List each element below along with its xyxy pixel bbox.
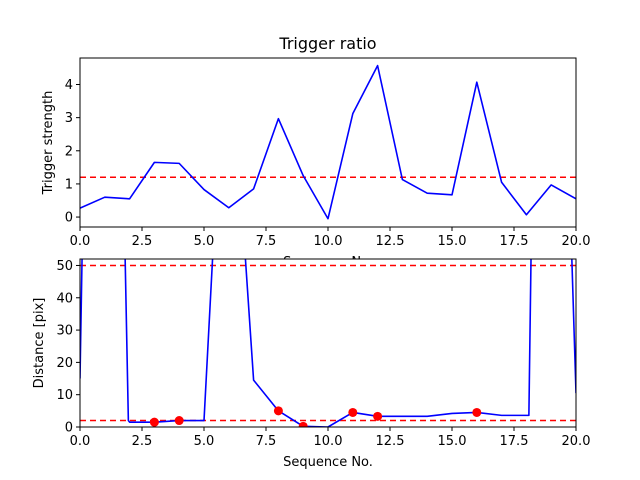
top-chart-x-tick-label-4: 10.0 xyxy=(314,234,343,249)
bottom-chart-data-point-0 xyxy=(149,417,159,427)
top-chart-series-line-0 xyxy=(80,64,576,220)
bottom-chart-y-axis-label: Distance [pix] xyxy=(32,298,47,389)
top-chart-axes: 0.0 2.5 5.0 7.5 10.0 12.5 15.0 17.5 20.0 0 1 2 3 4 xyxy=(65,78,591,249)
top-chart-y-tick-label-0: 0 xyxy=(65,211,73,226)
bottom-chart-x-tick-label-4: 10.0 xyxy=(314,434,343,449)
bottom-chart-x-tick-label-7: 17.5 xyxy=(500,434,529,449)
bottom-chart-data-point-3 xyxy=(298,421,308,427)
top-chart-y-axis-label: Trigger strength xyxy=(41,91,56,196)
bottom-chart-x-tick-label-2: 5.0 xyxy=(194,434,215,449)
bottom-chart-y-tick-label-0: 0 xyxy=(65,421,73,436)
top-chart-x-tick-label-0: 0.0 xyxy=(70,234,91,249)
top-chart-x-tick-label-2: 5.0 xyxy=(194,234,215,249)
top-chart-x-tick-label-3: 7.5 xyxy=(256,234,277,249)
top-chart-x-tick-label-8: 20.0 xyxy=(562,234,591,249)
bottom-chart-x-tick-label-0: 0.0 xyxy=(70,434,91,449)
bottom-chart-background xyxy=(80,259,576,427)
bottom-chart-data-point-5 xyxy=(373,411,383,421)
top-chart-x-tick-label-1: 2.5 xyxy=(132,234,153,249)
bottom-chart-x-tick-label-3: 7.5 xyxy=(256,434,277,449)
top-chart-x-tick-label-7: 17.5 xyxy=(500,234,529,249)
bottom-chart-x-tick-label-8: 20.0 xyxy=(562,434,591,449)
bottom-chart-x-tick-label-1: 2.5 xyxy=(132,434,153,449)
bottom-chart-data-point-1 xyxy=(174,416,184,426)
bottom-chart-x-tick-label-6: 15.0 xyxy=(438,434,467,449)
bottom-chart-x-axis-label: Sequence No. xyxy=(283,455,373,470)
bottom-chart-axes: 0.0 2.5 5.0 7.5 10.0 12.5 15.0 17.5 20.0 0 10 20 30 4… xyxy=(56,259,590,449)
top-chart-title: Trigger ratio xyxy=(278,34,376,53)
bottom-chart-data-point-2 xyxy=(273,406,283,416)
top-chart-y-tick-label-3: 3 xyxy=(65,111,73,126)
top-chart-y-tick-label-1: 1 xyxy=(65,177,73,192)
bottom-chart-y-tick-label-2: 20 xyxy=(56,356,73,371)
top-chart-plot-area xyxy=(80,64,576,220)
bottom-chart-y-tick-label-3: 30 xyxy=(56,324,73,339)
bottom-chart-data-point-4 xyxy=(348,407,358,417)
bottom-chart: 0.0 2.5 5.0 7.5 10.0 12.5 15.0 17.5 20.0 0 10 20 30 4… xyxy=(32,258,590,470)
top-chart-x-tick-label-6: 15.0 xyxy=(438,234,467,249)
top-chart-y-tick-label-2: 2 xyxy=(65,144,73,159)
top-chart-y-tick-label-4: 4 xyxy=(65,78,73,93)
bottom-chart-plot-area xyxy=(80,259,576,427)
bottom-chart-x-tick-label-5: 12.5 xyxy=(376,434,405,449)
bottom-chart-y-tick-label-1: 10 xyxy=(56,388,73,403)
bottom-chart-y-tick-label-5: 50 xyxy=(56,259,73,274)
bottom-chart-data-point-6 xyxy=(472,407,482,417)
top-chart-x-tick-label-5: 12.5 xyxy=(376,234,405,249)
bottom-chart-y-tick-label-4: 40 xyxy=(56,291,73,306)
